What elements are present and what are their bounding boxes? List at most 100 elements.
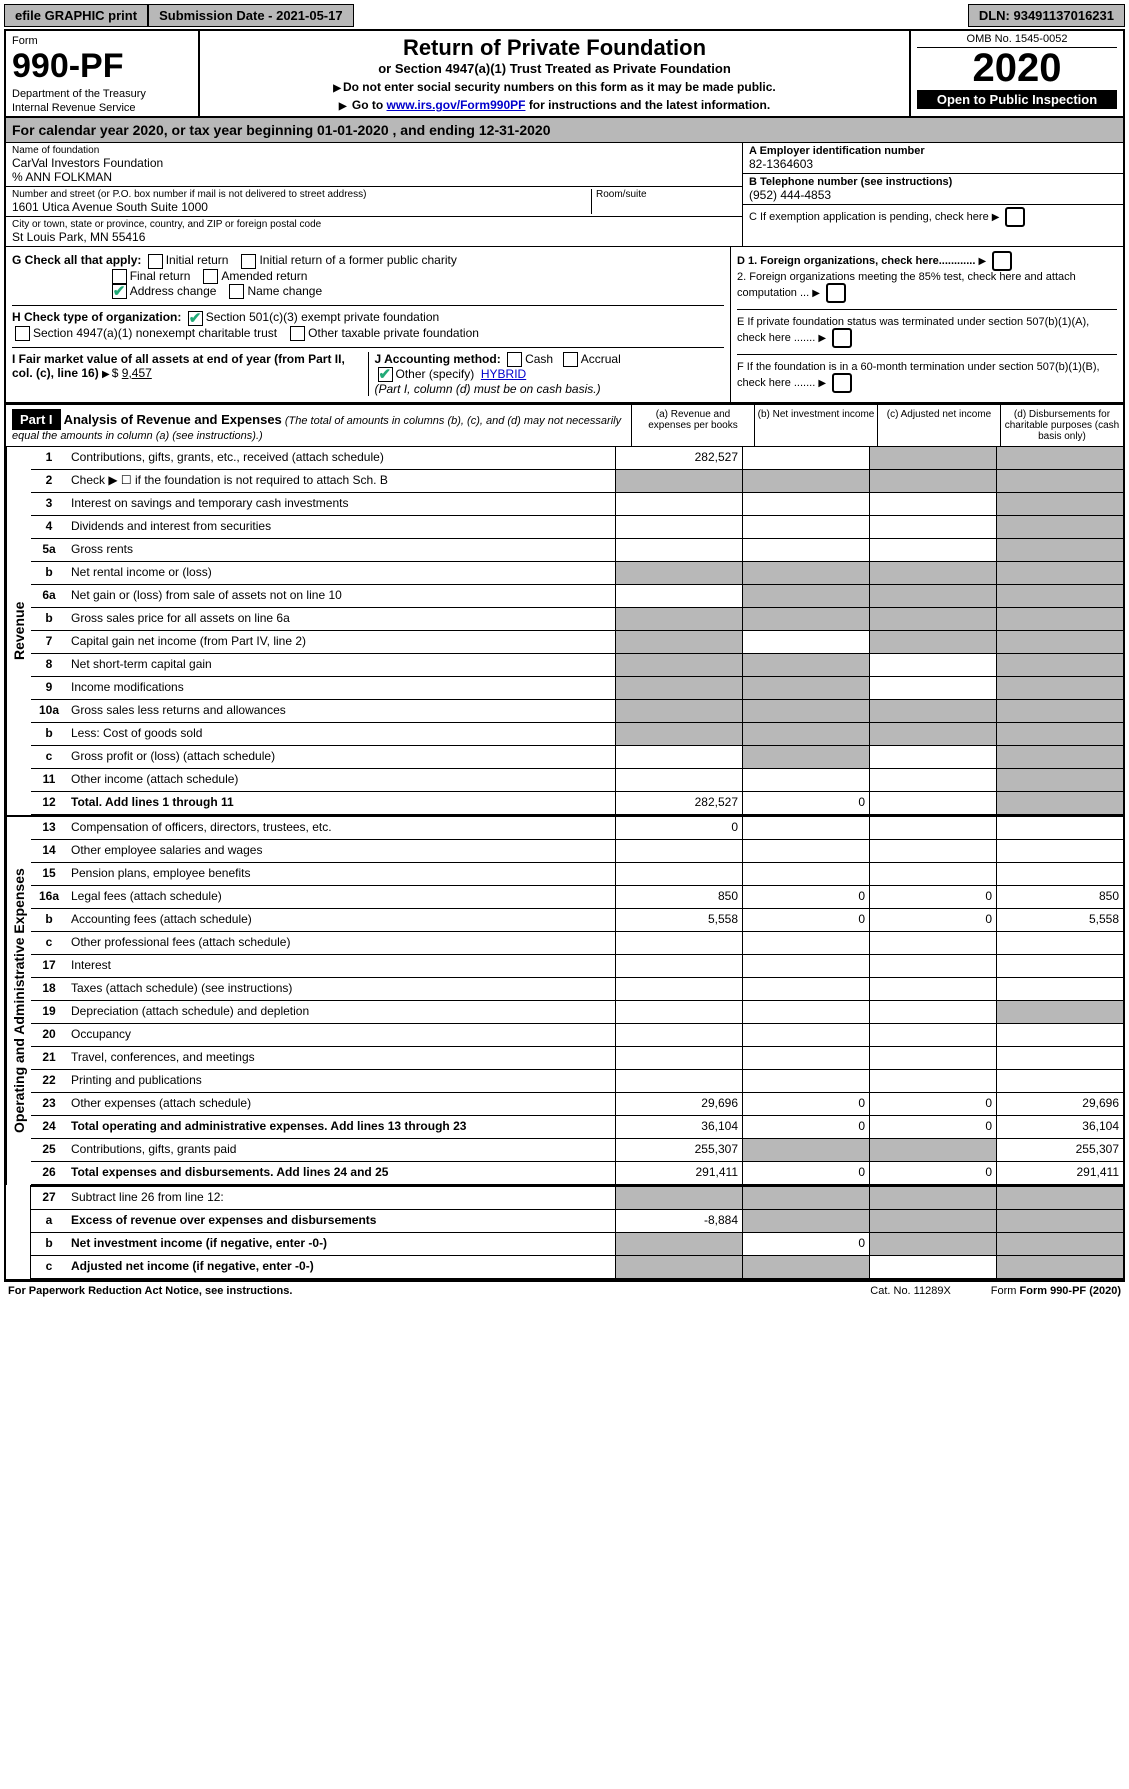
- table-row: 22Printing and publications: [31, 1070, 1123, 1093]
- cell-col-d: [996, 677, 1123, 699]
- cal-end: 12-31-2020: [479, 122, 551, 138]
- col-d-header: (d) Disbursements for charitable purpose…: [1000, 405, 1123, 446]
- cell-col-c: [869, 1070, 996, 1092]
- h-o2: Section 4947(a)(1) nonexempt charitable …: [33, 326, 277, 340]
- line-number: 2: [31, 470, 67, 492]
- cell-col-a: [615, 1187, 742, 1209]
- cell-col-b: [742, 840, 869, 862]
- line-description: Net investment income (if negative, ente…: [67, 1233, 615, 1255]
- j-other-checkbox[interactable]: [378, 367, 393, 382]
- table-row: 4Dividends and interest from securities: [31, 516, 1123, 539]
- line-description: Legal fees (attach schedule): [67, 886, 615, 908]
- h-o1: Section 501(c)(3) exempt private foundat…: [206, 310, 439, 324]
- cell-col-d: [996, 562, 1123, 584]
- d2-checkbox[interactable]: [826, 283, 846, 303]
- cell-col-c: [869, 1210, 996, 1232]
- cell-col-d: [996, 1024, 1123, 1046]
- cell-col-d: [996, 654, 1123, 676]
- h-501c3-checkbox[interactable]: [188, 311, 203, 326]
- cell-col-c: [869, 1047, 996, 1069]
- cell-col-d: 291,411: [996, 1162, 1123, 1184]
- form-ref: Form Form 990-PF (2020): [991, 1285, 1121, 1297]
- line-description: Less: Cost of goods sold: [67, 723, 615, 745]
- cell-col-b: [742, 1256, 869, 1278]
- form-label: Form: [12, 35, 38, 47]
- cell-col-c: [869, 769, 996, 791]
- cell-col-b: [742, 817, 869, 839]
- cell-col-a: [615, 608, 742, 630]
- cell-col-b: 0: [742, 1116, 869, 1138]
- cell-col-d: 5,558: [996, 909, 1123, 931]
- line-description: Contributions, gifts, grants paid: [67, 1139, 615, 1161]
- cell-col-b: 0: [742, 792, 869, 814]
- line-description: Contributions, gifts, grants, etc., rece…: [67, 447, 615, 469]
- cell-col-b: [742, 769, 869, 791]
- g-opt-3: Amended return: [221, 269, 307, 283]
- header-left: Form 990-PF Department of the Treasury I…: [6, 31, 200, 116]
- j-accrual-checkbox[interactable]: [563, 352, 578, 367]
- j-other-label: Other (specify): [396, 367, 475, 381]
- cell-col-b: [742, 746, 869, 768]
- line-description: Subtract line 26 from line 12:: [67, 1187, 615, 1209]
- g-initial-checkbox[interactable]: [148, 254, 163, 269]
- table-row: 8Net short-term capital gain: [31, 654, 1123, 677]
- cell-col-a: [615, 978, 742, 1000]
- cell-col-c: [869, 493, 996, 515]
- line-number: b: [31, 909, 67, 931]
- table-row: 2Check ▶ ☐ if the foundation is not requ…: [31, 470, 1123, 493]
- h-row: H Check type of organization: Section 50…: [12, 305, 724, 341]
- h-4947-checkbox[interactable]: [15, 326, 30, 341]
- table-row: 13Compensation of officers, directors, t…: [31, 817, 1123, 840]
- d1-checkbox[interactable]: [992, 251, 1012, 271]
- line-number: c: [31, 932, 67, 954]
- line-number: a: [31, 1210, 67, 1232]
- line-number: 12: [31, 792, 67, 814]
- table-row: 16aLegal fees (attach schedule)85000850: [31, 886, 1123, 909]
- e-block: E If private foundation status was termi…: [737, 310, 1117, 355]
- g-address-change-checkbox[interactable]: [112, 284, 127, 299]
- line-description: Interest on savings and temporary cash i…: [67, 493, 615, 515]
- cell-col-c: [869, 1256, 996, 1278]
- cell-col-c: [869, 470, 996, 492]
- cell-col-c: [869, 746, 996, 768]
- cell-col-d: 850: [996, 886, 1123, 908]
- g-name-change-checkbox[interactable]: [229, 284, 244, 299]
- cell-col-b: [742, 978, 869, 1000]
- foundation-name: CarVal Investors Foundation: [12, 156, 163, 170]
- cell-col-b: [742, 608, 869, 630]
- cell-col-d: [996, 723, 1123, 745]
- table-row: aExcess of revenue over expenses and dis…: [31, 1210, 1123, 1233]
- h-other-taxable-checkbox[interactable]: [290, 326, 305, 341]
- g-row: G Check all that apply: Initial return I…: [12, 253, 724, 299]
- j-other-value-link[interactable]: HYBRID: [481, 367, 526, 381]
- line-number: b: [31, 1233, 67, 1255]
- street-address: 1601 Utica Avenue South Suite 1000: [12, 200, 208, 214]
- ein-label: A Employer identification number: [749, 145, 925, 157]
- table-row: cAdjusted net income (if negative, enter…: [31, 1256, 1123, 1279]
- j-cash-checkbox[interactable]: [507, 352, 522, 367]
- line-number: 21: [31, 1047, 67, 1069]
- instruction-link-line: Go to www.irs.gov/Form990PF for instruct…: [210, 98, 899, 112]
- table-row: 9Income modifications: [31, 677, 1123, 700]
- c-checkbox[interactable]: [1005, 207, 1025, 227]
- line-number: c: [31, 1256, 67, 1278]
- j-accrual: Accrual: [581, 352, 621, 366]
- cell-col-b: [742, 723, 869, 745]
- g-amended-checkbox[interactable]: [203, 269, 218, 284]
- submission-date-button[interactable]: Submission Date - 2021-05-17: [148, 4, 354, 27]
- header-center: Return of Private Foundation or Section …: [200, 31, 909, 116]
- cell-col-b: 0: [742, 909, 869, 931]
- line-number: 6a: [31, 585, 67, 607]
- line-number: 5a: [31, 539, 67, 561]
- form990pf-link[interactable]: www.irs.gov/Form990PF: [387, 98, 526, 112]
- cell-col-c: 0: [869, 1116, 996, 1138]
- part1-desc: Part I Analysis of Revenue and Expenses …: [6, 405, 631, 446]
- f-checkbox[interactable]: [832, 373, 852, 393]
- efile-button[interactable]: efile GRAPHIC print: [4, 4, 148, 27]
- form-title: Return of Private Foundation: [210, 35, 899, 61]
- g-initial-former-checkbox[interactable]: [241, 254, 256, 269]
- e-checkbox[interactable]: [832, 328, 852, 348]
- expenses-section: Operating and Administrative Expenses 13…: [6, 815, 1123, 1185]
- cell-col-c: [869, 840, 996, 862]
- g-opt-0: Initial return: [166, 253, 229, 267]
